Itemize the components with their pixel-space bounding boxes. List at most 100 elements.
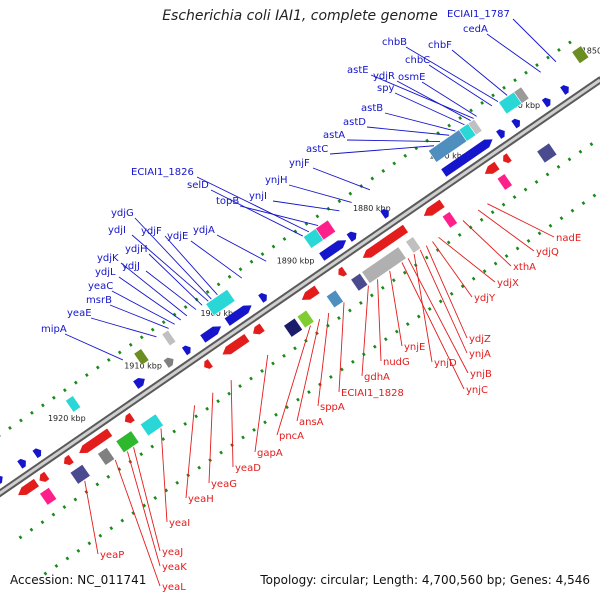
kbp-label: 1900 kbp (200, 309, 238, 318)
forward-gene-arrow (380, 208, 389, 219)
tick-dot (271, 244, 276, 249)
tick-dot (515, 246, 520, 251)
forward-gene-label: astD (343, 117, 366, 128)
tick-dot (457, 232, 462, 237)
tick-dot (29, 527, 34, 532)
kbp-label: 1860 kbp (502, 101, 540, 110)
reverse-gene-label: ynjC (466, 385, 488, 396)
tick-dot (559, 216, 564, 221)
tick-dot (19, 418, 23, 423)
tick-dot (381, 168, 386, 173)
forward-gene-arrow (511, 118, 520, 129)
forward-feature-box (571, 45, 590, 64)
forward-feature-box-rect (161, 329, 177, 347)
tick-dot (62, 505, 67, 509)
tick-dot (438, 299, 443, 304)
forward-gene-label: astE (347, 65, 369, 76)
forward-feature-box-rect (571, 45, 590, 64)
tick-dot (493, 261, 498, 266)
reverse-feature-box (283, 317, 303, 338)
reverse-gene-leader (419, 249, 468, 354)
kbp-label: 1850 kbp (582, 46, 600, 55)
tick-dot (350, 359, 355, 364)
forward-gene-leader (312, 167, 371, 191)
reverse-gene-arrow-shape (204, 359, 213, 369)
forward-gene-leader (384, 112, 456, 132)
forward-gene-arrow-shape (32, 448, 42, 459)
reverse-gene-arrow-shape (253, 323, 265, 335)
tick-dot (490, 210, 495, 215)
forward-gene-label: yeaC (88, 281, 113, 292)
forward-feature-box-rect (315, 219, 337, 241)
tick-dot (106, 474, 111, 479)
reverse-gene-leader (425, 245, 468, 339)
reverse-gene-label: yeaK (162, 562, 187, 573)
forward-gene-arrow-shape (133, 377, 145, 389)
reverse-feature-box (296, 309, 315, 329)
tick-dot (18, 535, 23, 540)
reverse-feature-box-rect (139, 413, 164, 437)
tick-dot (65, 556, 70, 561)
reverse-gene-label: xthA (513, 262, 536, 273)
tick-dot (340, 367, 344, 372)
forward-gene-leader (148, 253, 203, 306)
reverse-gene-leader (296, 319, 321, 422)
reverse-gene-leader (317, 312, 330, 407)
reverse-feature-box-rect (441, 211, 458, 229)
forward-gene-arrow (200, 326, 222, 343)
forward-gene-arrow-shape (224, 305, 252, 326)
kbp-label: 1920 kbp (48, 414, 86, 423)
tick-dot (249, 259, 254, 264)
kbp-label: 1910 kbp (124, 361, 162, 370)
tick-dot (62, 388, 67, 393)
reverse-gene-arrow-shape (301, 285, 320, 300)
tick-dot (589, 142, 594, 147)
forward-gene-label: ydjI (108, 225, 126, 236)
tick-dot (241, 435, 245, 440)
tick-dot (370, 176, 375, 181)
reverse-feature-box (69, 463, 91, 485)
reverse-gene-leader (361, 285, 369, 377)
forward-gene-leader (394, 92, 465, 126)
forward-gene-label: astC (306, 144, 328, 155)
forward-gene-leader (451, 49, 508, 96)
reverse-feature-box (115, 430, 140, 454)
forward-gene-leader (120, 262, 188, 317)
forward-gene-arrow-shape (17, 458, 26, 469)
forward-gene-arrow-shape (380, 208, 389, 219)
kbp-label: 1880 kbp (353, 204, 391, 213)
tick-dot (172, 429, 177, 434)
reverse-gene-arrow-shape (503, 153, 512, 164)
reverse-gene-leader (114, 459, 161, 587)
genome-summary: Topology: circular; Length: 4,700,560 bp… (260, 573, 590, 587)
forward-gene-arrow-shape (441, 139, 493, 177)
reverse-feature-box (405, 236, 422, 254)
tick-dot (326, 323, 330, 328)
tick-dot (205, 289, 210, 294)
forward-gene-arrow-shape (181, 345, 191, 356)
reverse-gene-label: gdhA (364, 372, 390, 383)
tick-dot (337, 199, 342, 204)
tick-dot (197, 465, 202, 470)
reverse-gene-arrow (253, 323, 265, 335)
reverse-gene-label: yeaL (162, 582, 186, 593)
tick-dot (153, 495, 158, 500)
tick-dot (402, 270, 407, 275)
forward-gene-label: mipA (41, 324, 67, 335)
forward-gene-arrow-shape (258, 292, 267, 303)
forward-gene-leader (64, 333, 124, 361)
reverse-gene-label: ynjA (469, 349, 491, 360)
tick-dot (293, 346, 297, 351)
forward-gene-leader (272, 200, 340, 212)
forward-gene-arrow (17, 458, 26, 469)
forward-gene-leader (216, 234, 267, 262)
forward-gene-arrow-shape (496, 129, 505, 139)
forward-gene-arrow-shape (200, 326, 222, 343)
reverse-feature-box-rect (115, 430, 140, 454)
tick-dot (54, 564, 59, 568)
backbone (0, 78, 600, 495)
reverse-feature-box (139, 413, 164, 437)
tick-dot (30, 410, 34, 415)
tick-dot (175, 480, 180, 485)
